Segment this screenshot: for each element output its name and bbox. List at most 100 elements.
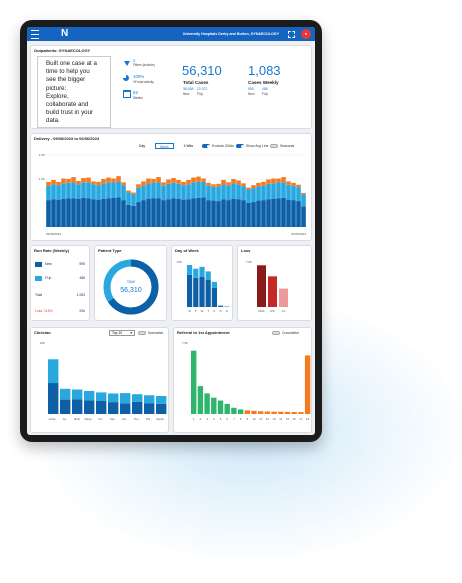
loss-label: DNA	[258, 309, 264, 313]
trust-name: University Hospitals Derby and Burton, G…	[182, 32, 279, 36]
menu-icon[interactable]	[31, 30, 39, 39]
info-line: data.	[46, 117, 60, 125]
clinician-bar-fup	[48, 359, 59, 384]
week-bar-segment	[131, 205, 136, 227]
period-option-week[interactable]: Week	[155, 143, 174, 149]
week-bar-segment	[171, 182, 176, 199]
delivery-chart: 1.5K 1.0K 09/06/2023 31/05/2024	[39, 153, 307, 236]
referral-bar	[224, 403, 230, 414]
total-new-label: New	[183, 92, 190, 96]
info-line: collaborate and	[46, 101, 89, 109]
week-bar-segment	[176, 179, 181, 184]
week-bar-segment	[291, 200, 296, 227]
clinician-title: Clinician	[34, 330, 51, 335]
week-bar-segment	[66, 182, 71, 199]
day-label: W	[201, 309, 204, 313]
week-bar-segment	[151, 182, 156, 199]
week-bar-segment	[126, 190, 131, 193]
patient-type-title: Patient Type	[98, 248, 122, 253]
week-bar-segment	[101, 179, 106, 184]
referral-bar	[264, 411, 271, 414]
week-bar-segment	[176, 198, 181, 227]
total-fup-label: FUp	[197, 92, 204, 96]
summary-title: Outpatients: GYNAECOLOGY	[34, 48, 91, 53]
referral-x-label: 3	[206, 417, 208, 421]
referral-bar	[231, 407, 237, 414]
week-bar-segment	[61, 178, 66, 184]
weekly-new-value: 595	[248, 87, 254, 91]
avg-line-toggle[interactable]	[236, 144, 244, 148]
week-bar-segment	[211, 200, 216, 227]
clinician-name: Beth	[74, 417, 80, 421]
week-bar-segment	[166, 183, 171, 200]
day-label: S	[220, 309, 222, 313]
clinician-chart: 10K Ashw... Ja... Beth Rang... Ch... Sta... Kin…	[40, 341, 167, 421]
day-bar-new	[193, 277, 199, 307]
run-rate-total-value: 1,083	[76, 293, 86, 297]
run-rate-loss-value: 206	[79, 309, 85, 313]
week-bar-segment	[136, 202, 141, 227]
week-bar-segment	[141, 200, 146, 227]
referral-x-label: 9	[247, 417, 249, 421]
day-bar-new	[211, 287, 217, 307]
week-bar-segment	[191, 198, 196, 227]
week-bar-segment	[256, 200, 261, 227]
week-bar-segment	[141, 181, 146, 186]
week-bar-segment	[81, 197, 86, 227]
week-bar-segment	[156, 198, 161, 227]
pie-icon	[123, 75, 129, 81]
run-rate-total-label: Total	[35, 293, 43, 297]
week-bar-segment	[136, 187, 141, 203]
fullscreen-icon[interactable]	[288, 31, 295, 38]
loss-title: Loss	[241, 248, 251, 253]
week-bar-segment	[91, 184, 96, 200]
referral-x-label: 13	[273, 417, 277, 421]
week-bar-segment	[116, 181, 121, 198]
week-bar-segment	[116, 197, 121, 227]
week-bar-segment	[86, 177, 91, 183]
total-cases-label: Total Cases	[183, 80, 209, 85]
clinician-name: Medic...	[156, 417, 166, 421]
week-bar-segment	[66, 198, 71, 227]
week-bar-segment	[156, 177, 161, 183]
clinician-name: Ch...	[98, 417, 104, 421]
week-bar-segment	[46, 200, 51, 227]
week-bar-segment	[76, 184, 81, 199]
user-avatar[interactable]: ●	[301, 29, 311, 39]
week-bar-segment	[46, 185, 51, 201]
week-bar-segment	[186, 184, 191, 200]
week-bar-segment	[71, 182, 76, 199]
week-bar-segment	[111, 197, 116, 227]
week-bar-segment	[196, 181, 201, 198]
info-box: Built one case at a time to help you see t…	[37, 56, 111, 128]
exclude-dna-toggle[interactable]	[202, 144, 210, 148]
cumulative-toggle[interactable]	[272, 331, 280, 335]
referral-bar	[244, 410, 250, 414]
referral-card: Referral to 1st Appointment Cumulative 7…	[173, 327, 312, 433]
y-tick-label: 10K	[40, 341, 45, 345]
week-bar-segment	[151, 179, 156, 183]
y-tick-label: 1.5K	[39, 153, 45, 157]
clinician-name: Tho...	[134, 417, 141, 421]
normalise-toggle[interactable]	[138, 331, 146, 335]
info-line: Explore,	[46, 92, 69, 100]
week-bar-segment	[211, 186, 216, 201]
week-bar-segment	[121, 182, 126, 186]
week-bar-segment	[276, 182, 281, 199]
week-bar-segment	[196, 197, 201, 227]
week-bar-segment	[261, 181, 266, 186]
info-line: picture:	[46, 84, 67, 92]
exclude-dna-label: Exclude DNAs	[212, 144, 234, 148]
week-bar-segment	[266, 179, 271, 184]
week-bar-segment	[166, 179, 171, 184]
week-bar-segment	[51, 199, 56, 227]
day-bar-fup	[211, 281, 217, 288]
referral-x-label: 2	[200, 417, 202, 421]
week-bar-segment	[201, 181, 206, 198]
loss-chart: 7.5K DNA RS CL	[246, 260, 288, 313]
seasonal-toggle[interactable]	[270, 144, 278, 148]
period-option-4-wks[interactable]: 4 Wks	[183, 144, 194, 148]
period-option-day[interactable]: Day	[139, 144, 146, 148]
top-n-dropdown[interactable]: Top 10 ▾	[109, 330, 135, 336]
